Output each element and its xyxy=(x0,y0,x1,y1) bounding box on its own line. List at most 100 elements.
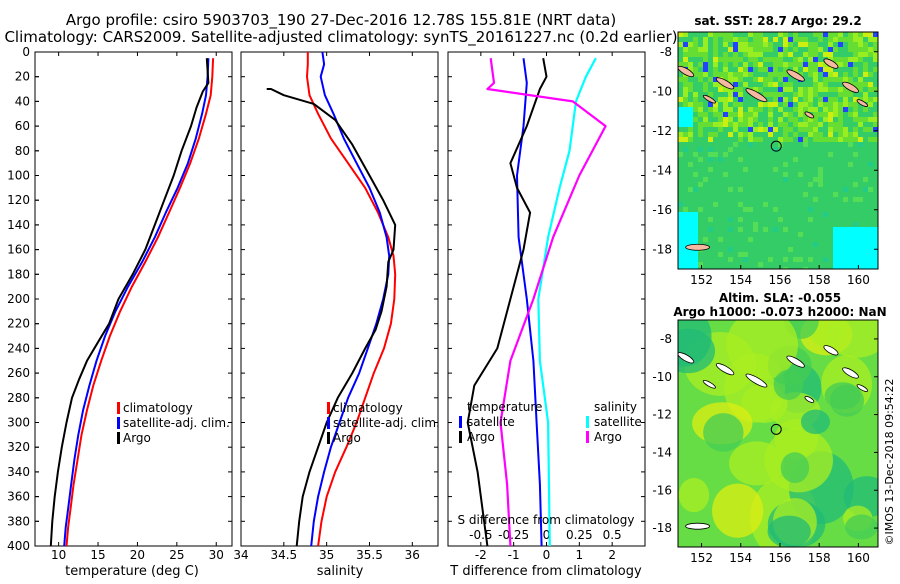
x-tick-label: -1 xyxy=(508,548,520,562)
map-cell xyxy=(843,237,848,242)
map-cell xyxy=(828,137,833,142)
map-cell xyxy=(813,72,818,77)
map-cell xyxy=(778,62,783,67)
map-cell xyxy=(708,32,713,37)
map-blob xyxy=(845,514,878,540)
map-cell xyxy=(858,237,863,242)
map-cell xyxy=(803,192,808,197)
map-cell xyxy=(843,137,848,142)
map-cell xyxy=(678,77,683,82)
map-cell xyxy=(713,202,718,207)
map-cell xyxy=(698,147,703,152)
map-cell xyxy=(863,262,868,267)
map-cell xyxy=(683,247,688,252)
map-cell xyxy=(793,117,798,122)
map-cell xyxy=(773,92,778,97)
map-cell xyxy=(683,47,688,52)
map-cell xyxy=(713,152,718,157)
map-cell xyxy=(813,52,818,57)
map-cell xyxy=(838,137,843,142)
map-cell xyxy=(738,122,743,127)
map-cell xyxy=(698,122,703,127)
map-cell xyxy=(843,242,848,247)
map-cell xyxy=(688,87,693,92)
lon-tick-label: 152 xyxy=(690,273,713,287)
map-cell xyxy=(808,92,813,97)
map-cell xyxy=(758,62,763,67)
map-cell xyxy=(838,107,843,112)
legend-label: Argo xyxy=(333,431,361,445)
map-cell xyxy=(833,97,838,102)
map-cell xyxy=(843,102,848,107)
map-cell xyxy=(733,112,738,117)
map-cell xyxy=(748,47,753,52)
map-cell xyxy=(808,72,813,77)
map-cell xyxy=(818,37,823,42)
map-cell xyxy=(868,257,873,262)
map-cell xyxy=(683,257,688,262)
map-cell xyxy=(713,42,718,47)
sla-map-field xyxy=(678,320,878,547)
map-cell xyxy=(688,227,693,232)
salinity-panel: 34 34.5 35 35.5 36 climatologysatellite-adj.… xyxy=(233,51,440,579)
map-cell xyxy=(688,117,693,122)
map-cell xyxy=(818,132,823,137)
map-cell xyxy=(803,102,808,107)
map-cell xyxy=(808,122,813,127)
map-cell xyxy=(808,42,813,47)
map-cell xyxy=(863,72,868,77)
map-cell xyxy=(848,142,853,147)
map-cell xyxy=(738,57,743,62)
x-tick-label: 15 xyxy=(90,548,105,562)
map-cell xyxy=(843,62,848,67)
map-cell xyxy=(703,237,708,242)
map-cell xyxy=(778,122,783,127)
map-cell xyxy=(703,57,708,62)
map-cell xyxy=(748,72,753,77)
map-cell xyxy=(823,87,828,92)
map-cell xyxy=(863,67,868,72)
map-cell xyxy=(853,52,858,57)
map-cell xyxy=(833,192,838,197)
map-cell xyxy=(848,92,853,97)
map-cell xyxy=(783,227,788,232)
map-cell xyxy=(753,52,758,57)
map-cell xyxy=(848,252,853,257)
map-cell xyxy=(783,127,788,132)
map-cell xyxy=(843,267,848,269)
map-cell xyxy=(843,252,848,257)
map-cell xyxy=(748,207,753,212)
map-cell xyxy=(818,177,823,182)
map-cell xyxy=(698,102,703,107)
map-cell xyxy=(728,217,733,222)
map-cell xyxy=(853,42,858,47)
map-cell xyxy=(833,262,838,267)
map-cell xyxy=(723,37,728,42)
map-cell xyxy=(743,67,748,72)
depth-tick-label: 300 xyxy=(7,416,30,430)
map-cell xyxy=(693,117,698,122)
map-cell xyxy=(803,127,808,132)
map-cell xyxy=(783,52,788,57)
x2-tick-label: 0 xyxy=(543,528,551,542)
map-cell xyxy=(698,112,703,117)
map-cell xyxy=(818,167,823,172)
map-cell xyxy=(778,107,783,112)
map-cell xyxy=(773,127,778,132)
map-cell xyxy=(763,227,768,232)
x2-tick-label: 0.25 xyxy=(566,528,593,542)
map-cell xyxy=(863,127,868,132)
map-cell xyxy=(868,252,873,257)
map-cell xyxy=(798,57,803,62)
depth-tick-label: 80 xyxy=(15,144,30,158)
map-cell xyxy=(813,82,818,87)
map-cell xyxy=(873,32,878,37)
depth-tick-label: 400 xyxy=(7,539,30,553)
map-cell xyxy=(848,32,853,37)
series-line-argo xyxy=(49,58,210,546)
map-cell xyxy=(853,137,858,142)
map-cell xyxy=(753,222,758,227)
map-cell xyxy=(728,227,733,232)
depth-tick-label: 240 xyxy=(7,341,30,355)
legend-title-temperature: temperature xyxy=(467,400,542,414)
